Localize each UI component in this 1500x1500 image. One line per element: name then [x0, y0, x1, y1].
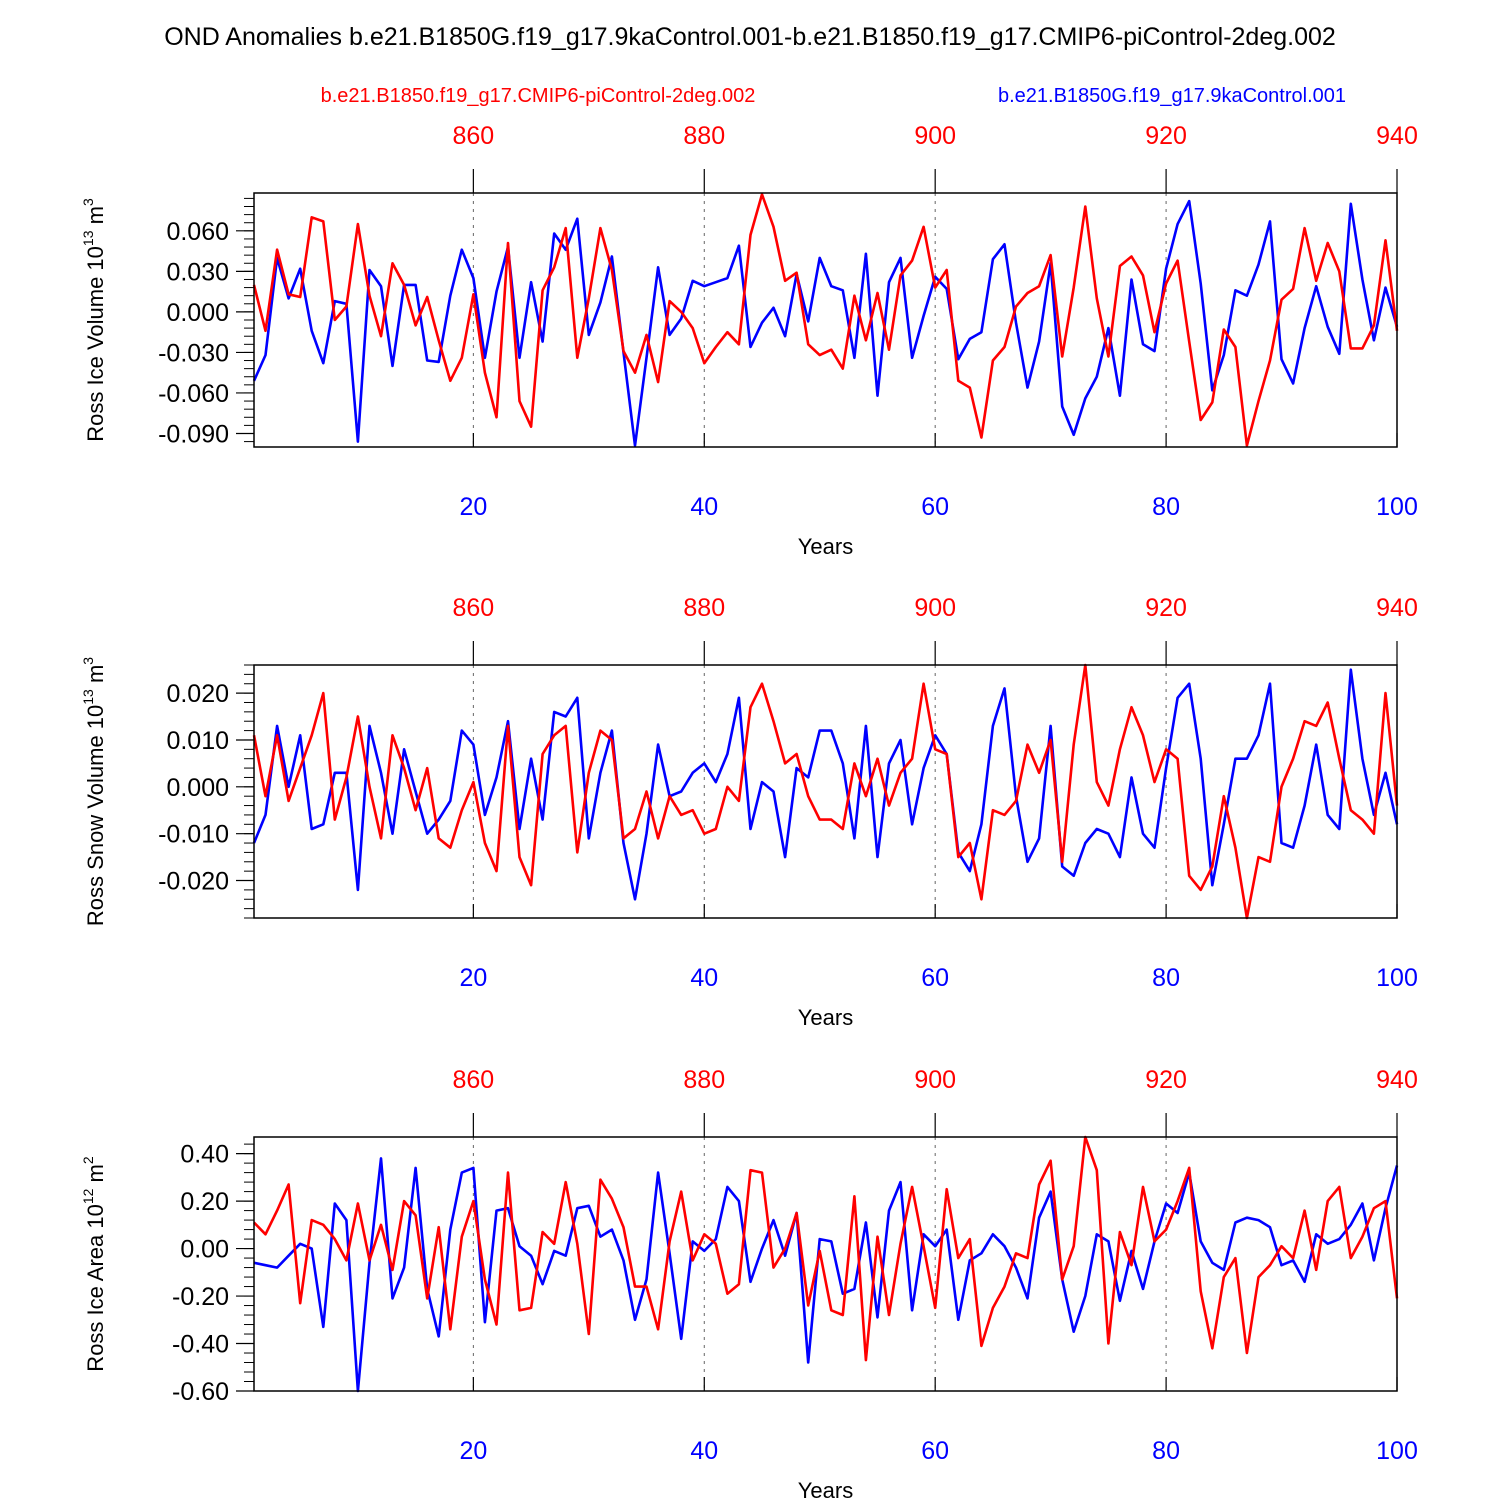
y-axis-label: Ross Ice Area 1012 m2 — [80, 1156, 108, 1372]
x-top-tick-label: 900 — [914, 594, 956, 622]
y-tick-label: -0.090 — [158, 420, 229, 448]
series-line-red — [252, 663, 1399, 920]
x-bottom-tick-label: 100 — [1376, 493, 1418, 521]
x-top-tick-label: 880 — [683, 594, 725, 622]
y-tick-label: 0.020 — [166, 680, 229, 708]
chart-panel-2: -0.020 -0.010 0.000 0.010 0.020 20 40 60 80 100 86… — [80, 594, 1418, 1030]
y-tick-label: 0.030 — [166, 258, 229, 286]
x-bottom-tick-label: 60 — [921, 493, 949, 521]
y-axis-label: Ross Snow Volume 1013 m3 — [80, 657, 108, 926]
y-tick-label: 0.060 — [166, 218, 229, 246]
x-top-tick-label: 920 — [1145, 594, 1187, 622]
x-top-tick-label: 860 — [453, 594, 495, 622]
y-tick-label: -0.010 — [158, 821, 229, 849]
series-line-red — [252, 193, 1399, 447]
plot-frame — [253, 192, 1398, 448]
x-bottom-tick-label: 80 — [1152, 1437, 1180, 1465]
y-tick-label: -0.060 — [158, 380, 229, 408]
x-top-tick-label: 940 — [1376, 122, 1418, 150]
x-axis-label: Years — [798, 1478, 853, 1500]
chart-panel-1: -0.090 -0.060 -0.030 0.000 0.030 0.060 20 40 60 8… — [80, 122, 1418, 559]
y-axis-label-text: Ross Ice Area 10 — [83, 1204, 108, 1372]
x-top-tick-label: 920 — [1145, 122, 1187, 150]
y-tick-label: -0.030 — [158, 339, 229, 367]
y-tick-label: 0.000 — [166, 299, 229, 327]
x-top-tick-label: 880 — [683, 1066, 725, 1094]
y-tick-label: 0.000 — [166, 774, 229, 802]
y-axis-label-exponent: 13 — [80, 689, 96, 705]
x-bottom-tick-label: 40 — [690, 493, 718, 521]
x-bottom-tick-label: 80 — [1152, 964, 1180, 992]
x-axis-label: Years — [798, 534, 853, 559]
y-axis-label-unit: m — [83, 1164, 108, 1188]
y-tick-label: 0.20 — [180, 1188, 229, 1216]
y-axis-label-unit-exponent: 3 — [80, 198, 96, 206]
y-axis-label-unit-exponent: 3 — [80, 657, 96, 665]
y-tick-label: -0.60 — [172, 1378, 229, 1406]
y-axis-label-exponent: 12 — [80, 1188, 96, 1204]
x-bottom-tick-label: 60 — [921, 964, 949, 992]
y-tick-label: 0.40 — [180, 1141, 229, 1169]
x-bottom-tick-label: 100 — [1376, 1437, 1418, 1465]
series-line-blue — [252, 199, 1399, 447]
y-axis-label: Ross Ice Volume 1013 m3 — [80, 198, 108, 442]
chart-panels: -0.090 -0.060 -0.030 0.000 0.030 0.060 20 40 60 8… — [80, 122, 1418, 1500]
x-bottom-tick-label: 100 — [1376, 964, 1418, 992]
y-axis-label-exponent: 13 — [80, 230, 96, 246]
x-top-tick-label: 920 — [1145, 1066, 1187, 1094]
x-top-tick-label: 880 — [683, 122, 725, 150]
y-tick-label: -0.020 — [158, 868, 229, 896]
x-top-tick-label: 860 — [453, 1066, 495, 1094]
plot-frame — [253, 1136, 1398, 1392]
legend-blue-label: b.e21.B1850G.f19_g17.9kaControl.001 — [998, 85, 1346, 107]
x-bottom-tick-label: 20 — [459, 1437, 487, 1465]
x-top-tick-label: 940 — [1376, 594, 1418, 622]
x-bottom-tick-label: 40 — [690, 1437, 718, 1465]
x-bottom-tick-label: 60 — [921, 1437, 949, 1465]
y-axis-label-unit-exponent: 2 — [80, 1156, 96, 1164]
legend-red-label: b.e21.B1850.f19_g17.CMIP6-piControl-2deg… — [321, 85, 756, 107]
y-tick-label: -0.20 — [172, 1283, 229, 1311]
y-tick-label: 0.00 — [180, 1236, 229, 1264]
x-top-tick-label: 860 — [453, 122, 495, 150]
series-line-blue — [252, 668, 1399, 901]
series-line-red — [253, 1135, 1399, 1362]
y-tick-label: -0.40 — [172, 1331, 229, 1359]
x-top-tick-label: 900 — [914, 122, 956, 150]
y-axis-label-text: Ross Ice Volume 10 — [83, 246, 108, 442]
x-top-tick-label: 900 — [914, 1066, 956, 1094]
figure-title: OND Anomalies b.e21.B1850G.f19_g17.9kaCo… — [164, 23, 1336, 51]
y-tick-label: 0.010 — [166, 727, 229, 755]
x-bottom-tick-label: 20 — [459, 493, 487, 521]
y-axis-label-unit: m — [83, 206, 108, 230]
x-bottom-tick-label: 20 — [459, 964, 487, 992]
y-axis-label-text: Ross Snow Volume 10 — [83, 705, 108, 926]
x-bottom-tick-label: 80 — [1152, 493, 1180, 521]
x-bottom-tick-label: 40 — [690, 964, 718, 992]
chart-panel-3: -0.60 -0.40 -0.20 0.00 0.20 0.40 20 40 60 80 100 86… — [80, 1066, 1418, 1500]
x-top-tick-label: 940 — [1376, 1066, 1418, 1094]
y-axis-label-unit: m — [83, 665, 108, 689]
x-axis-label: Years — [798, 1005, 853, 1030]
plot-frame — [253, 664, 1398, 919]
